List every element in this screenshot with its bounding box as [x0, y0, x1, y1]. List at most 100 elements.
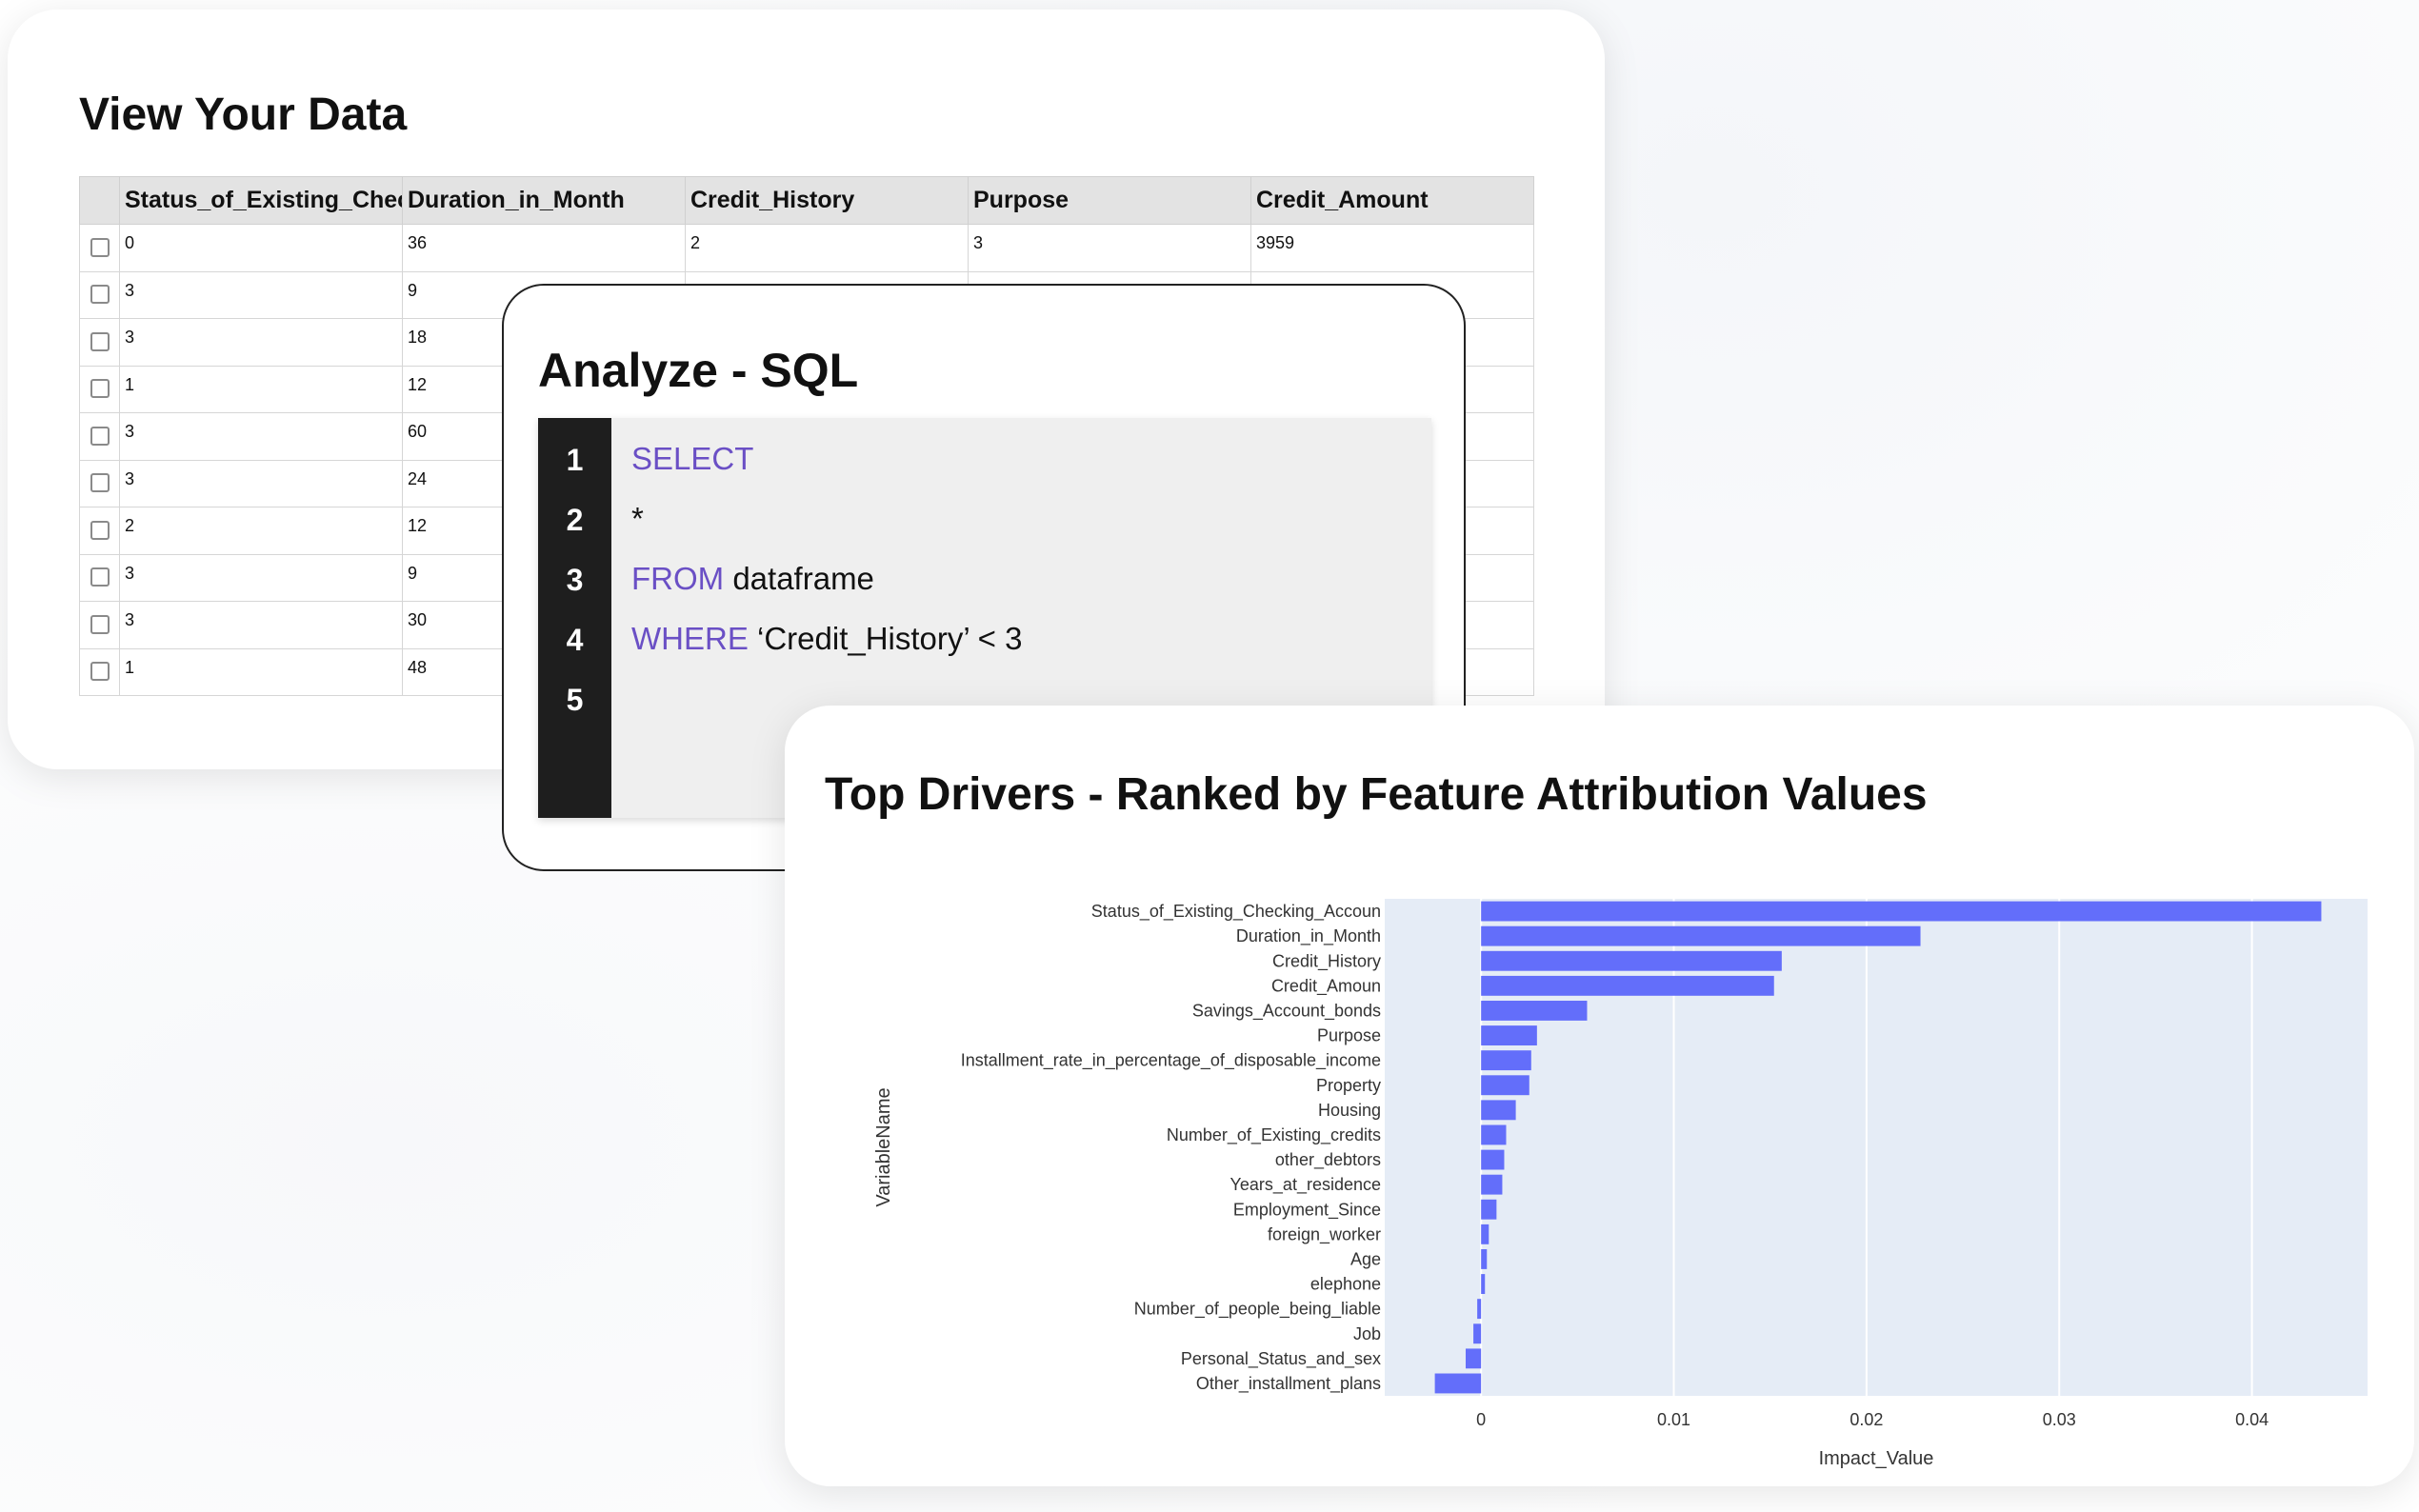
table-cell: 3 — [119, 459, 403, 507]
row-select-cell — [79, 553, 120, 602]
y-tick-label: Job — [1353, 1324, 1381, 1343]
y-tick-label: Status_of_Existing_Checking_Accoun — [1091, 902, 1381, 922]
table-cell: 3 — [119, 601, 403, 649]
y-tick-label: Savings_Account_bonds — [1192, 1001, 1381, 1021]
y-tick-label: Number_of_Existing_credits — [1167, 1125, 1381, 1145]
bar — [1481, 1174, 1503, 1195]
row-checkbox[interactable] — [90, 331, 110, 351]
bar — [1481, 975, 1774, 996]
bar — [1434, 1373, 1482, 1394]
column-header[interactable]: Status_of_Existing_Checking_Account — [119, 176, 403, 225]
line-number: 3 — [566, 563, 584, 597]
sql-text: ‘Credit_History’ < 3 — [748, 621, 1023, 656]
row-select-cell — [79, 459, 120, 507]
y-tick-label: Purpose — [1317, 1026, 1381, 1045]
top-drivers-card: Top Drivers - Ranked by Feature Attribut… — [785, 706, 2414, 1486]
bar — [1481, 1199, 1497, 1220]
bar — [1481, 1249, 1488, 1269]
column-header[interactable]: Purpose — [968, 176, 1251, 225]
table-cell: 1 — [119, 365, 403, 413]
table-cell: 3 — [119, 318, 403, 367]
sql-text: * — [631, 501, 644, 536]
column-header[interactable]: Credit_History — [685, 176, 969, 225]
code-line[interactable]: * — [631, 501, 644, 537]
feature-attribution-chart: 0 0.01 0.02 0.03 0.04 Status_of_Existing_Chec… — [873, 899, 2368, 1469]
line-number-gutter: 1 2 3 4 5 — [538, 418, 611, 818]
row-checkbox[interactable] — [90, 567, 110, 587]
code-line[interactable]: WHERE ‘Credit_History’ < 3 — [631, 621, 1022, 657]
bar — [1477, 1299, 1482, 1320]
sql-text: dataframe — [724, 561, 874, 596]
row-select-cell — [79, 270, 120, 319]
y-axis-title: VariableName — [873, 1087, 894, 1206]
y-tick-label: Employment_Since — [1233, 1200, 1381, 1220]
y-tick-label: Other_installment_plans — [1196, 1374, 1381, 1394]
bar — [1481, 1001, 1588, 1021]
y-tick-label: Housing — [1318, 1101, 1381, 1120]
bar — [1481, 1075, 1529, 1096]
table-cell: 2 — [685, 224, 969, 272]
table-cell: 3 — [968, 224, 1251, 272]
sql-title: Analyze - SQL — [538, 344, 859, 397]
y-tick-label: Age — [1350, 1249, 1381, 1268]
chart-title: Top Drivers - Ranked by Feature Attribut… — [825, 769, 1928, 820]
y-tick-label: Installment_rate_in_percentage_of_dispos… — [961, 1051, 1381, 1071]
bar — [1481, 925, 1921, 946]
y-tick-label: Years_at_residence — [1230, 1175, 1381, 1195]
line-number: 2 — [566, 503, 584, 537]
row-checkbox[interactable] — [90, 426, 110, 446]
y-tick-label: Credit_History — [1272, 951, 1381, 971]
row-select-cell — [79, 318, 120, 367]
row-checkbox[interactable] — [90, 473, 110, 493]
bar — [1465, 1348, 1482, 1369]
bar — [1481, 1224, 1489, 1244]
row-checkbox[interactable] — [90, 520, 110, 540]
table-cell: 3959 — [1250, 224, 1534, 272]
x-tick-label: 0.02 — [1849, 1410, 1883, 1429]
bar — [1481, 1274, 1486, 1294]
sql-keyword: SELECT — [631, 441, 754, 476]
bar — [1481, 1149, 1505, 1170]
table-header-row: Status_of_Existing_Checking_Account Dura… — [79, 176, 1534, 225]
row-select-cell — [79, 507, 120, 555]
sql-keyword: WHERE — [631, 621, 749, 656]
row-checkbox[interactable] — [90, 379, 110, 399]
y-tick-label: Number_of_people_being_liable — [1134, 1300, 1381, 1320]
bar — [1481, 1050, 1531, 1071]
bar — [1473, 1323, 1482, 1344]
column-header[interactable]: Duration_in_Month — [402, 176, 686, 225]
y-tick-label: elephone — [1310, 1275, 1381, 1294]
y-tick-label: foreign_worker — [1268, 1224, 1381, 1244]
x-tick-label: 0 — [1476, 1410, 1486, 1429]
row-select-cell — [79, 601, 120, 649]
table-cell: 3 — [119, 553, 403, 602]
line-number: 4 — [566, 623, 584, 657]
row-checkbox[interactable] — [90, 237, 110, 257]
line-number: 1 — [566, 443, 584, 477]
x-tick-label: 0.01 — [1657, 1410, 1690, 1429]
bar — [1481, 1124, 1507, 1145]
table-cell: 1 — [119, 647, 403, 696]
bar — [1481, 950, 1782, 971]
table-cell: 3 — [119, 270, 403, 319]
code-line[interactable]: FROM dataframe — [631, 561, 874, 597]
row-select-cell — [79, 365, 120, 413]
code-line[interactable]: SELECT — [631, 441, 753, 477]
table-cell: 3 — [119, 412, 403, 461]
table-row[interactable]: 0 36 2 3 3959 — [79, 224, 1534, 272]
row-select-cell — [79, 412, 120, 461]
header-select-cell — [79, 176, 120, 225]
x-tick-label: 0.03 — [2043, 1410, 2076, 1429]
row-select-cell — [79, 647, 120, 696]
plot-area — [1385, 899, 2368, 1396]
y-tick-label: Duration_in_Month — [1236, 926, 1381, 946]
row-checkbox[interactable] — [90, 285, 110, 305]
row-checkbox[interactable] — [90, 662, 110, 682]
y-tick-label: other_debtors — [1275, 1150, 1381, 1170]
x-axis-title: Impact_Value — [1819, 1448, 1934, 1469]
x-tick-label: 0.04 — [2235, 1410, 2269, 1429]
y-tick-label: Personal_Status_and_sex — [1181, 1349, 1381, 1369]
column-header[interactable]: Credit_Amount — [1250, 176, 1534, 225]
row-checkbox[interactable] — [90, 614, 110, 634]
sql-keyword: FROM — [631, 561, 725, 596]
